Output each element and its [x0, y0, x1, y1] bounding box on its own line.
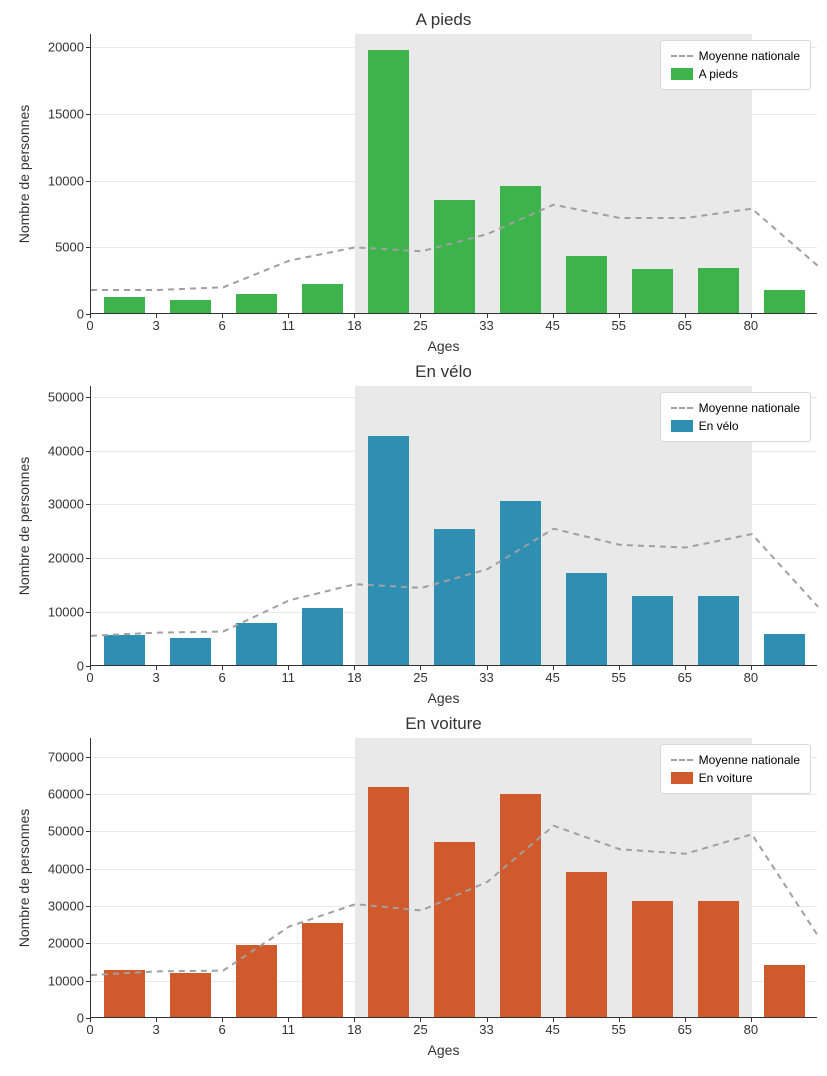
- legend-item-national: Moyenne nationale: [671, 751, 800, 769]
- x-tick-label: 3: [152, 670, 159, 685]
- x-tick-label: 45: [545, 670, 559, 685]
- legend-item-series: A pieds: [671, 65, 800, 83]
- legend-swatch-icon: [671, 772, 693, 784]
- y-tick-label: 0: [77, 659, 84, 674]
- x-tick-label: 6: [219, 318, 226, 333]
- x-tick-label: 0: [86, 670, 93, 685]
- x-tick-label: 45: [545, 1022, 559, 1037]
- legend-label: En vélo: [699, 419, 739, 433]
- x-axis-label: Ages: [10, 1042, 817, 1058]
- x-tick-label: 18: [347, 318, 361, 333]
- x-tick-label: 55: [611, 318, 625, 333]
- chart-velo: En vélo Nombre de personnes 0 10000 20000 300…: [10, 362, 817, 706]
- legend-item-series: En voiture: [671, 769, 800, 787]
- y-tick-label: 0: [77, 307, 84, 322]
- y-tick-label: 10000: [48, 605, 84, 620]
- legend: Moyenne nationale En vélo: [660, 392, 811, 442]
- x-tick-label: 33: [479, 318, 493, 333]
- y-tick-label: 20000: [48, 40, 84, 55]
- x-tick-label: 3: [152, 1022, 159, 1037]
- legend-label: Moyenne nationale: [699, 753, 800, 767]
- y-tick-label: 30000: [48, 899, 84, 914]
- legend-item-national: Moyenne nationale: [671, 399, 800, 417]
- plot-area: Moyenne nationale En voiture: [90, 738, 817, 1018]
- y-tick-label: 50000: [48, 824, 84, 839]
- y-tick-label: 15000: [48, 107, 84, 122]
- x-tick-label: 65: [678, 318, 692, 333]
- y-tick-label: 10000: [48, 973, 84, 988]
- y-tick-label: 40000: [48, 443, 84, 458]
- y-tick-label: 5000: [55, 240, 84, 255]
- x-axis: 0361118253345556580: [90, 316, 817, 336]
- charts-container: A pieds Nombre de personnes 0 5000 10000 1500…: [10, 10, 817, 1058]
- x-axis: 0361118253345556580: [90, 668, 817, 688]
- x-tick-label: 11: [282, 670, 296, 685]
- legend: Moyenne nationale A pieds: [660, 40, 811, 90]
- x-tick-label: 45: [545, 318, 559, 333]
- x-axis: 0361118253345556580: [90, 1020, 817, 1040]
- chart-title: En voiture: [10, 714, 817, 734]
- legend-label: A pieds: [699, 67, 738, 81]
- y-tick-label: 50000: [48, 389, 84, 404]
- y-axis-label: Nombre de personnes: [16, 105, 32, 244]
- plot-area: Moyenne nationale En vélo: [90, 386, 817, 666]
- legend-item-series: En vélo: [671, 417, 800, 435]
- chart-pieds: A pieds Nombre de personnes 0 5000 10000 1500…: [10, 10, 817, 354]
- legend: Moyenne nationale En voiture: [660, 744, 811, 794]
- x-tick-label: 25: [413, 318, 427, 333]
- x-tick-label: 33: [479, 1022, 493, 1037]
- x-tick-label: 0: [86, 318, 93, 333]
- y-tick-label: 0: [77, 1011, 84, 1026]
- x-tick-label: 3: [152, 318, 159, 333]
- x-tick-label: 80: [744, 670, 758, 685]
- y-tick-label: 40000: [48, 861, 84, 876]
- x-tick-label: 80: [744, 318, 758, 333]
- y-tick-label: 20000: [48, 936, 84, 951]
- x-tick-label: 65: [678, 1022, 692, 1037]
- y-axis-label: Nombre de personnes: [16, 809, 32, 948]
- legend-item-national: Moyenne nationale: [671, 47, 800, 65]
- x-tick-label: 11: [282, 1022, 296, 1037]
- x-tick-label: 55: [611, 1022, 625, 1037]
- x-tick-label: 18: [347, 1022, 361, 1037]
- legend-dash-icon: [671, 759, 693, 761]
- x-tick-label: 55: [611, 670, 625, 685]
- y-tick-label: 60000: [48, 787, 84, 802]
- legend-label: Moyenne nationale: [699, 49, 800, 63]
- legend-dash-icon: [671, 55, 693, 57]
- y-tick-label: 30000: [48, 497, 84, 512]
- chart-title: A pieds: [10, 10, 817, 30]
- x-tick-label: 25: [413, 1022, 427, 1037]
- chart-voiture: En voiture Nombre de personnes 0 10000 20000…: [10, 714, 817, 1058]
- y-axis-label: Nombre de personnes: [16, 457, 32, 596]
- legend-dash-icon: [671, 407, 693, 409]
- plot-area: Moyenne nationale A pieds: [90, 34, 817, 314]
- x-tick-label: 33: [479, 670, 493, 685]
- legend-label: Moyenne nationale: [699, 401, 800, 415]
- y-tick-label: 20000: [48, 551, 84, 566]
- x-tick-label: 6: [219, 1022, 226, 1037]
- y-tick-label: 10000: [48, 173, 84, 188]
- x-tick-label: 11: [282, 318, 296, 333]
- x-tick-label: 65: [678, 670, 692, 685]
- legend-swatch-icon: [671, 420, 693, 432]
- x-tick-label: 25: [413, 670, 427, 685]
- x-tick-label: 6: [219, 670, 226, 685]
- legend-swatch-icon: [671, 68, 693, 80]
- x-tick-label: 18: [347, 670, 361, 685]
- x-axis-label: Ages: [10, 338, 817, 354]
- x-axis-label: Ages: [10, 690, 817, 706]
- y-tick-label: 70000: [48, 749, 84, 764]
- x-tick-label: 0: [86, 1022, 93, 1037]
- x-tick-label: 80: [744, 1022, 758, 1037]
- chart-title: En vélo: [10, 362, 817, 382]
- legend-label: En voiture: [699, 771, 753, 785]
